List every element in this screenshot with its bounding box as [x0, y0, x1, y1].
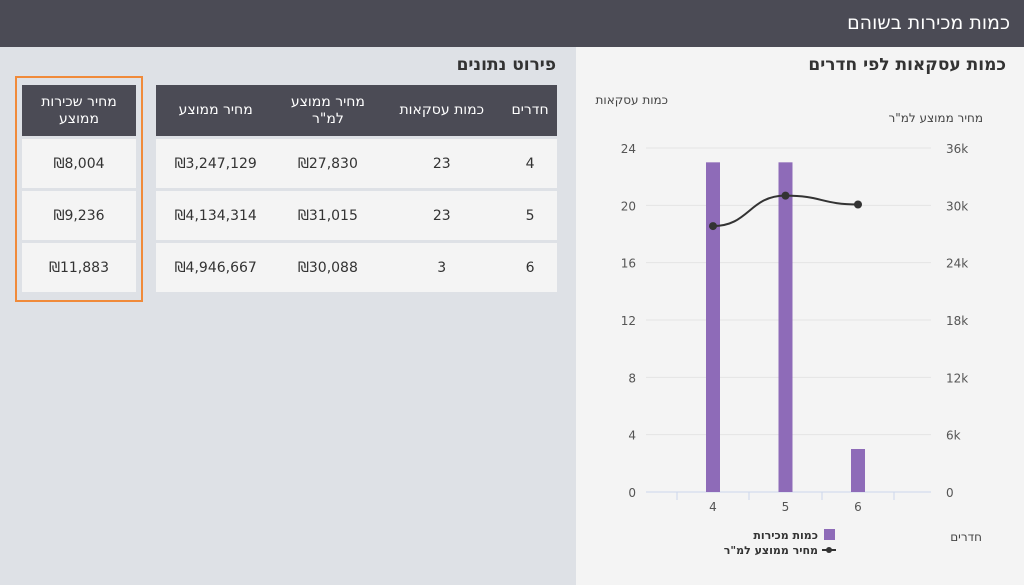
table-cell: ₪30,088 [275, 243, 381, 292]
column-header: כמות עסקאות [380, 85, 504, 136]
legend-item-line: מחיר ממוצע למ"ר [724, 544, 818, 557]
page-title: כמות מכירות בשוהם [847, 12, 1010, 34]
table-cell: ₪3,247,129 [156, 139, 276, 188]
y-tick-left: 4 [628, 429, 636, 443]
column-header: חדרים [503, 85, 557, 136]
table-cell: ₪27,830 [275, 139, 381, 188]
chart-panel: כמות עסקאות לפי חדרים [576, 47, 1024, 585]
y-tick-right: 30k [946, 199, 968, 213]
y-tick-right: 18k [946, 314, 968, 328]
line-point [709, 222, 717, 231]
y-tick-right: 24k [946, 257, 968, 271]
y-tick-left: 12 [621, 314, 636, 328]
x-axis-label: חדרים [950, 530, 982, 544]
y-axis-label-right: מחיר ממוצע למ"ר [888, 111, 983, 125]
bar [706, 162, 720, 492]
table-cell: ₪4,134,314 [156, 191, 276, 240]
y-tick-left: 8 [628, 371, 636, 385]
table-cell: ₪9,236 [22, 191, 136, 240]
legend-bar-swatch-icon [824, 529, 835, 540]
table-row: ₪9,236 [22, 191, 136, 240]
y-tick-left: 16 [621, 257, 636, 271]
y-tick-right: 36k [946, 142, 968, 156]
table-cell: ₪11,883 [22, 243, 136, 292]
y-tick-left: 0 [628, 486, 636, 500]
column-header: מחיר שכירות ממוצע [22, 85, 136, 136]
table-cell: 23 [380, 139, 504, 188]
x-tick-label: 5 [782, 500, 790, 514]
table-cell: ₪8,004 [22, 139, 136, 188]
y-tick-right: 6k [946, 429, 961, 443]
legend-item-bar: כמות מכירות [753, 529, 818, 542]
x-tick-label: 4 [709, 500, 717, 514]
y-tick-left: 24 [621, 142, 636, 156]
table-row: ₪8,004 [22, 139, 136, 188]
bar [851, 449, 865, 492]
table-row: ₪11,883 [22, 243, 136, 292]
y-tick-right: 0 [946, 486, 954, 500]
page-header: כמות מכירות בשוהם [0, 0, 1024, 47]
table-cell: 23 [380, 191, 504, 240]
table-cell: 6 [503, 243, 557, 292]
y-axis-label-left: כמות עסקאות [596, 93, 668, 107]
line-point [781, 191, 790, 200]
table-cell: ₪31,015 [275, 191, 381, 240]
table-title: פירוט נתונים [456, 55, 556, 75]
data-table: חדרים כמות עסקאות מחיר ממוצע למ"ר מחיר ממוצ… [156, 82, 557, 295]
table-row: 6 3 ₪30,088 ₪4,946,667 [156, 243, 557, 292]
table-cell: ₪4,946,667 [156, 243, 276, 292]
y-tick-right: 12k [946, 371, 968, 385]
table-cell: 4 [503, 139, 557, 188]
column-header: מחיר ממוצע [156, 85, 276, 136]
x-tick-label: 6 [854, 500, 862, 514]
table-cell: 3 [380, 243, 504, 292]
highlighted-rent-table: מחיר שכירות ממוצע ₪8,004 ₪9,236 ₪11,883 [15, 76, 143, 302]
table-row: 4 23 ₪27,830 ₪3,247,129 [156, 139, 557, 188]
y-tick-left: 20 [621, 199, 636, 213]
legend-line-marker-icon [826, 547, 832, 553]
table-row: 5 23 ₪31,015 ₪4,134,314 [156, 191, 557, 240]
column-header: מחיר ממוצע למ"ר [275, 85, 381, 136]
table-cell: 5 [503, 191, 557, 240]
chart-title: כמות עסקאות לפי חדרים [808, 55, 1006, 75]
line-point [854, 200, 862, 209]
bar [778, 162, 793, 492]
chart: 0 0 4 6k 8 12k 12 18k 16 24k 20 30k 24 36k כמות עסקאות… [596, 93, 983, 557]
